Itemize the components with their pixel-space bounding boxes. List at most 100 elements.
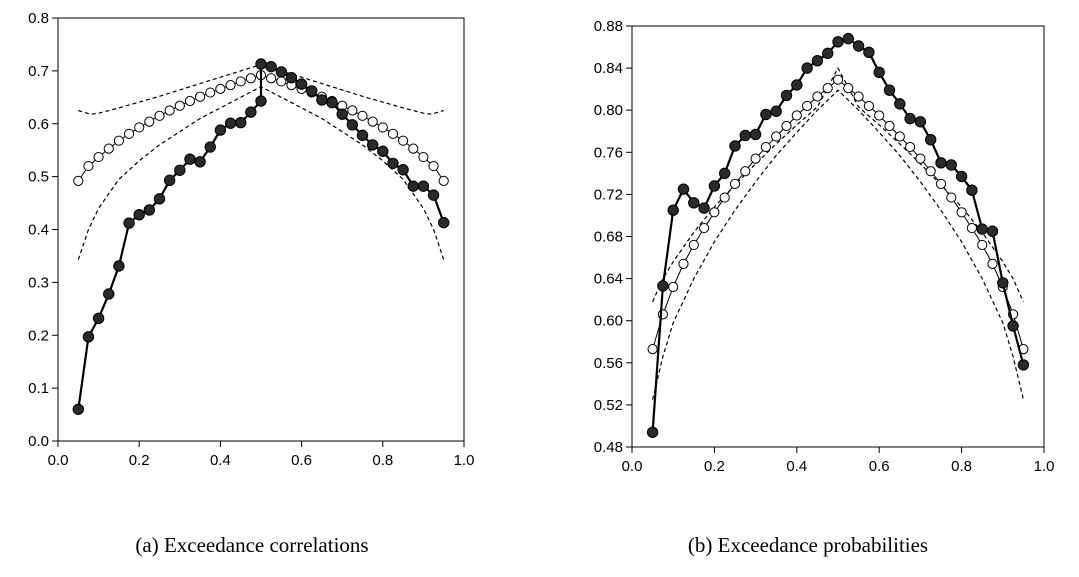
data-point-open — [154, 110, 165, 121]
data-point-open — [884, 120, 895, 132]
data-point-open — [367, 116, 378, 127]
data-point-open — [418, 151, 429, 163]
data-point-open — [729, 178, 741, 189]
data-point-open — [853, 91, 864, 102]
data-point-filled — [366, 139, 379, 151]
data-point-filled — [780, 89, 793, 102]
data-point-filled — [417, 180, 430, 192]
data-point-open — [771, 131, 782, 142]
data-point-filled — [801, 62, 813, 74]
data-point-open — [215, 83, 226, 94]
data-point-filled — [113, 260, 125, 272]
data-point-open — [956, 207, 967, 218]
x-tick-label: 0.0 — [48, 452, 69, 469]
y-tick-label: 0.88 — [594, 18, 623, 35]
data-point-open — [387, 128, 399, 139]
panel-a-exceedance-correlations: 0.0 0.1 0.2 0.3 0.4 0.5 0.6 0.7 0.8 0.0 0.2 0.4 0.6 0… — [28, 10, 474, 469]
data-point-filled — [356, 129, 369, 142]
data-point-filled — [265, 60, 277, 73]
data-point-filled — [285, 72, 298, 84]
y-tick-label: 0.8 — [28, 10, 49, 27]
data-point-open — [874, 110, 885, 121]
data-point-filled — [811, 55, 824, 67]
data-point-filled — [133, 208, 145, 221]
y-tick-label: 0.80 — [594, 102, 623, 119]
data-point-filled — [966, 184, 978, 196]
y-tick-label: 0.68 — [594, 229, 623, 246]
data-point-open — [802, 100, 813, 112]
data-point-filled — [770, 105, 782, 117]
data-point-open — [164, 105, 175, 116]
series-line-dashed-bound — [77, 86, 445, 260]
data-point-filled — [852, 40, 865, 52]
y-tick-label: 0.64 — [594, 271, 623, 288]
data-point-open — [245, 73, 256, 84]
data-point-open — [709, 207, 720, 218]
data-point-open — [863, 100, 875, 112]
data-point-filled — [667, 204, 679, 216]
data-point-filled — [397, 164, 409, 176]
data-point-open — [225, 80, 236, 91]
data-point-open — [235, 76, 246, 87]
x-tick-label: 0.0 — [622, 458, 643, 475]
y-tick-label: 0.52 — [594, 397, 623, 414]
data-point-filled — [657, 280, 669, 292]
plot-frame — [631, 25, 1045, 448]
data-point-open — [894, 131, 905, 142]
y-tick-label: 0.48 — [594, 439, 623, 456]
data-point-filled — [427, 189, 440, 201]
y-tick-label: 0.3 — [28, 274, 49, 291]
data-point-filled — [306, 85, 318, 97]
data-point-filled — [729, 140, 741, 152]
data-point-filled — [82, 331, 95, 343]
data-point-open — [93, 151, 104, 163]
x-tick-label: 1.0 — [1034, 458, 1055, 475]
data-point-open — [276, 76, 287, 87]
data-point-open — [781, 120, 792, 132]
data-point-open — [668, 281, 679, 293]
data-point-filled — [842, 32, 854, 45]
y-tick-label: 0.6 — [28, 116, 49, 133]
data-point-filled — [822, 47, 834, 60]
y-tick-label: 0.0 — [28, 433, 49, 450]
data-point-filled — [904, 112, 916, 125]
data-point-open — [184, 95, 196, 107]
data-point-filled — [791, 79, 803, 91]
data-point-open — [915, 153, 926, 164]
data-point-open — [688, 239, 699, 251]
data-point-open — [83, 160, 94, 172]
data-point-filled — [925, 133, 937, 146]
data-point-filled — [143, 204, 156, 216]
data-point-filled — [316, 94, 328, 106]
data-point-open — [812, 91, 823, 102]
data-point-open — [966, 222, 978, 234]
data-point-filled — [123, 217, 135, 229]
data-point-filled — [832, 36, 844, 48]
data-point-filled — [377, 145, 389, 157]
data-point-filled — [235, 116, 247, 129]
data-point-open — [905, 141, 916, 153]
x-tick-label: 0.8 — [372, 452, 393, 469]
data-point-open — [134, 122, 145, 133]
data-point-filled — [698, 202, 710, 214]
data-point-filled — [336, 108, 348, 120]
data-point-open — [843, 82, 854, 94]
data-point-filled — [760, 108, 772, 121]
data-point-open — [750, 153, 761, 164]
data-point-open — [760, 141, 772, 153]
data-point-filled — [346, 119, 359, 131]
data-point-open — [357, 110, 368, 121]
data-point-open — [266, 73, 277, 84]
data-point-filled — [255, 58, 267, 70]
data-point-filled — [194, 156, 206, 168]
caption-b: (b) Exceedance probabilities — [688, 533, 928, 557]
y-tick-label: 0.7 — [28, 63, 49, 80]
data-point-open — [699, 222, 710, 234]
y-tick-label: 0.60 — [594, 313, 623, 330]
data-point-open — [398, 135, 409, 146]
data-point-filled — [688, 197, 700, 209]
data-point-filled — [873, 66, 885, 79]
data-point-filled — [255, 95, 267, 107]
x-tick-label: 0.8 — [951, 458, 972, 475]
y-tick-label: 0.76 — [594, 144, 623, 161]
